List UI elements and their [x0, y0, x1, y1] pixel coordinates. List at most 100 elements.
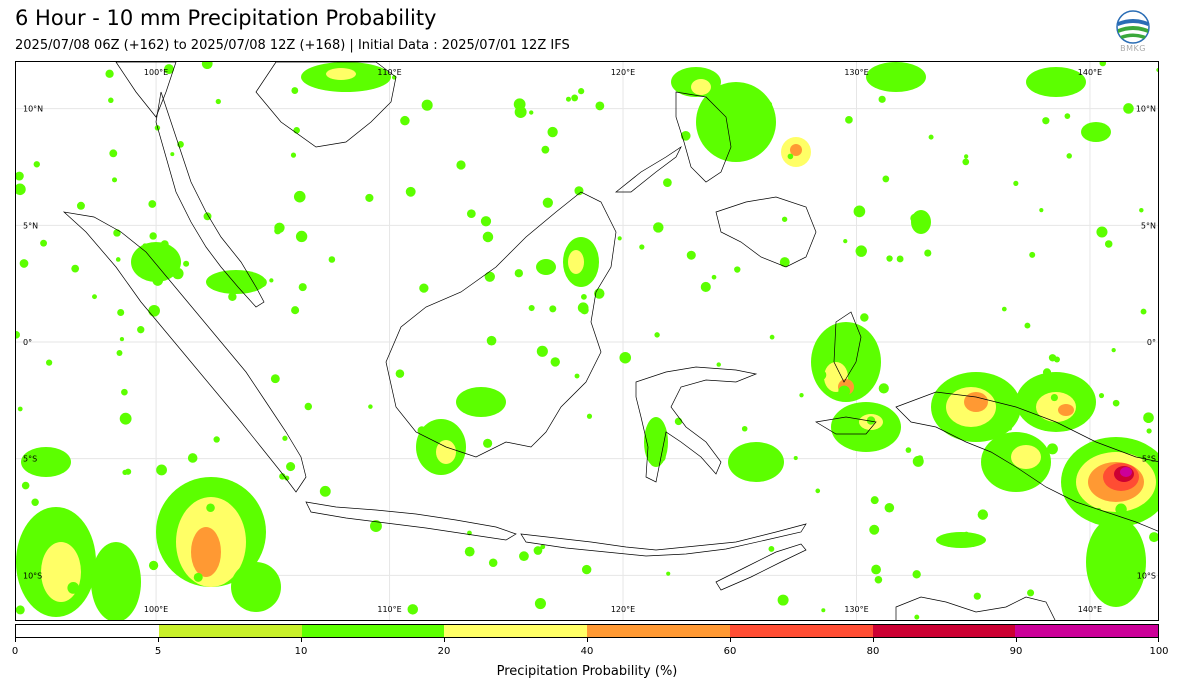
precip-speckle — [257, 277, 267, 288]
precip-speckle — [565, 96, 571, 102]
precip-speckle — [105, 69, 114, 78]
precip-speckle — [716, 362, 721, 367]
lat-label-right: 10°S — [1137, 571, 1156, 580]
precip-speckle — [549, 305, 557, 313]
bmkg-logo-icon: BMKG — [1114, 10, 1152, 56]
precip-speckle — [779, 257, 790, 268]
precip-speckle — [148, 304, 160, 317]
lon-label-bottom: 100°E — [144, 605, 168, 614]
precip-speckle — [1027, 589, 1035, 597]
precip-speckle — [149, 232, 157, 240]
precip-speckle — [156, 464, 167, 476]
precip-speckle — [787, 153, 794, 160]
lon-label-top: 140°E — [1078, 68, 1102, 77]
precip-speckle — [578, 88, 585, 95]
colorbar-tick-label: 60 — [723, 646, 737, 657]
lat-label-left: 0° — [23, 338, 32, 347]
colorbar-segment — [1015, 625, 1158, 637]
precip-speckle — [862, 353, 871, 362]
precip-speckle — [912, 455, 924, 467]
precip-speckle — [464, 546, 475, 557]
precip-speckle — [542, 197, 553, 208]
precip-speckle — [1050, 393, 1058, 402]
precip-cell — [326, 68, 356, 80]
precip-speckle — [405, 186, 416, 197]
precip-speckle — [680, 131, 691, 141]
precip-speckle — [19, 259, 29, 268]
colorbar-tick — [1158, 638, 1159, 642]
precip-speckle — [686, 250, 696, 260]
precip-speckle — [529, 110, 534, 115]
precip-cell — [696, 82, 776, 162]
precip-speckle — [31, 498, 39, 506]
precip-speckle — [71, 264, 80, 273]
precip-speckle — [711, 274, 717, 280]
colorbar-tick-label: 5 — [154, 646, 162, 657]
precip-speckle — [1104, 240, 1113, 248]
precip-speckle — [33, 161, 40, 168]
precip-speckle — [298, 283, 307, 292]
precip-speckle — [1099, 62, 1107, 67]
precip-speckle — [290, 152, 297, 158]
lon-label-top: 110°E — [377, 68, 401, 77]
precip-speckle — [486, 335, 497, 346]
lon-label-bottom: 120°E — [611, 605, 635, 614]
map-graticule-labels: 100°E 100°E 110°E 110°E 120°E 120°E 130°E 130°E… — [23, 68, 1156, 614]
precip-speckle — [152, 275, 164, 286]
lon-label-bottom: 140°E — [1078, 605, 1102, 614]
precip-speckle — [547, 126, 558, 138]
precip-speckle — [1118, 575, 1130, 587]
precip-speckle — [700, 281, 711, 293]
precip-speckle — [1123, 103, 1134, 114]
precip-speckle — [964, 154, 969, 159]
colorbar-tick — [587, 638, 588, 642]
precip-speckle — [884, 502, 895, 513]
colorbar-segment — [729, 625, 873, 637]
precip-speckle — [359, 74, 369, 83]
precip-speckle — [16, 183, 26, 196]
lat-label-left: 5°N — [23, 221, 38, 230]
precip-speckle — [1042, 368, 1052, 377]
precip-speckle — [580, 305, 589, 315]
precip-speckle — [866, 416, 876, 425]
precip-speckle — [1156, 67, 1158, 72]
precip-speckle — [274, 227, 282, 235]
precip-speckle — [137, 326, 145, 334]
precip-speckle — [187, 453, 198, 463]
precip-speckle — [654, 332, 660, 338]
page-title: 6 Hour - 10 mm Precipitation Probability — [15, 6, 437, 30]
precip-speckle — [793, 455, 798, 461]
colorbar-tick-label: 40 — [580, 646, 594, 657]
precip-speckle — [92, 294, 97, 300]
precip-cell — [1026, 67, 1086, 97]
precip-speckle — [1146, 428, 1152, 434]
precip-speckle — [653, 222, 664, 233]
precip-speckle — [121, 388, 128, 396]
precip-speckle — [759, 135, 766, 142]
precip-speckle — [206, 503, 215, 513]
precip-speckle — [483, 438, 493, 448]
colorbar-segment — [587, 625, 730, 637]
precip-speckle — [574, 186, 584, 196]
colorbar-tick — [1016, 638, 1017, 642]
precip-cell — [91, 542, 141, 620]
precip-speckle — [1024, 322, 1031, 329]
precip-speckle — [1149, 532, 1158, 543]
precip-speckle — [581, 293, 587, 300]
precip-cell — [936, 532, 986, 548]
precip-speckle — [912, 570, 921, 579]
precip-speckle — [1111, 347, 1116, 353]
precip-speckle — [40, 239, 47, 247]
precip-speckle — [1046, 443, 1058, 455]
precip-cell — [1120, 467, 1132, 477]
precip-speckle — [228, 292, 237, 301]
lat-label-right: 0° — [1147, 338, 1156, 347]
precip-speckle — [368, 404, 373, 409]
colorbar-tick — [444, 638, 445, 642]
precip-speckle — [1013, 180, 1019, 186]
colorbar-tick — [730, 638, 731, 642]
precip-cell — [191, 527, 221, 577]
precip-speckle — [1115, 503, 1127, 515]
colorbar-tick — [15, 638, 16, 642]
precip-speckle — [365, 193, 374, 202]
